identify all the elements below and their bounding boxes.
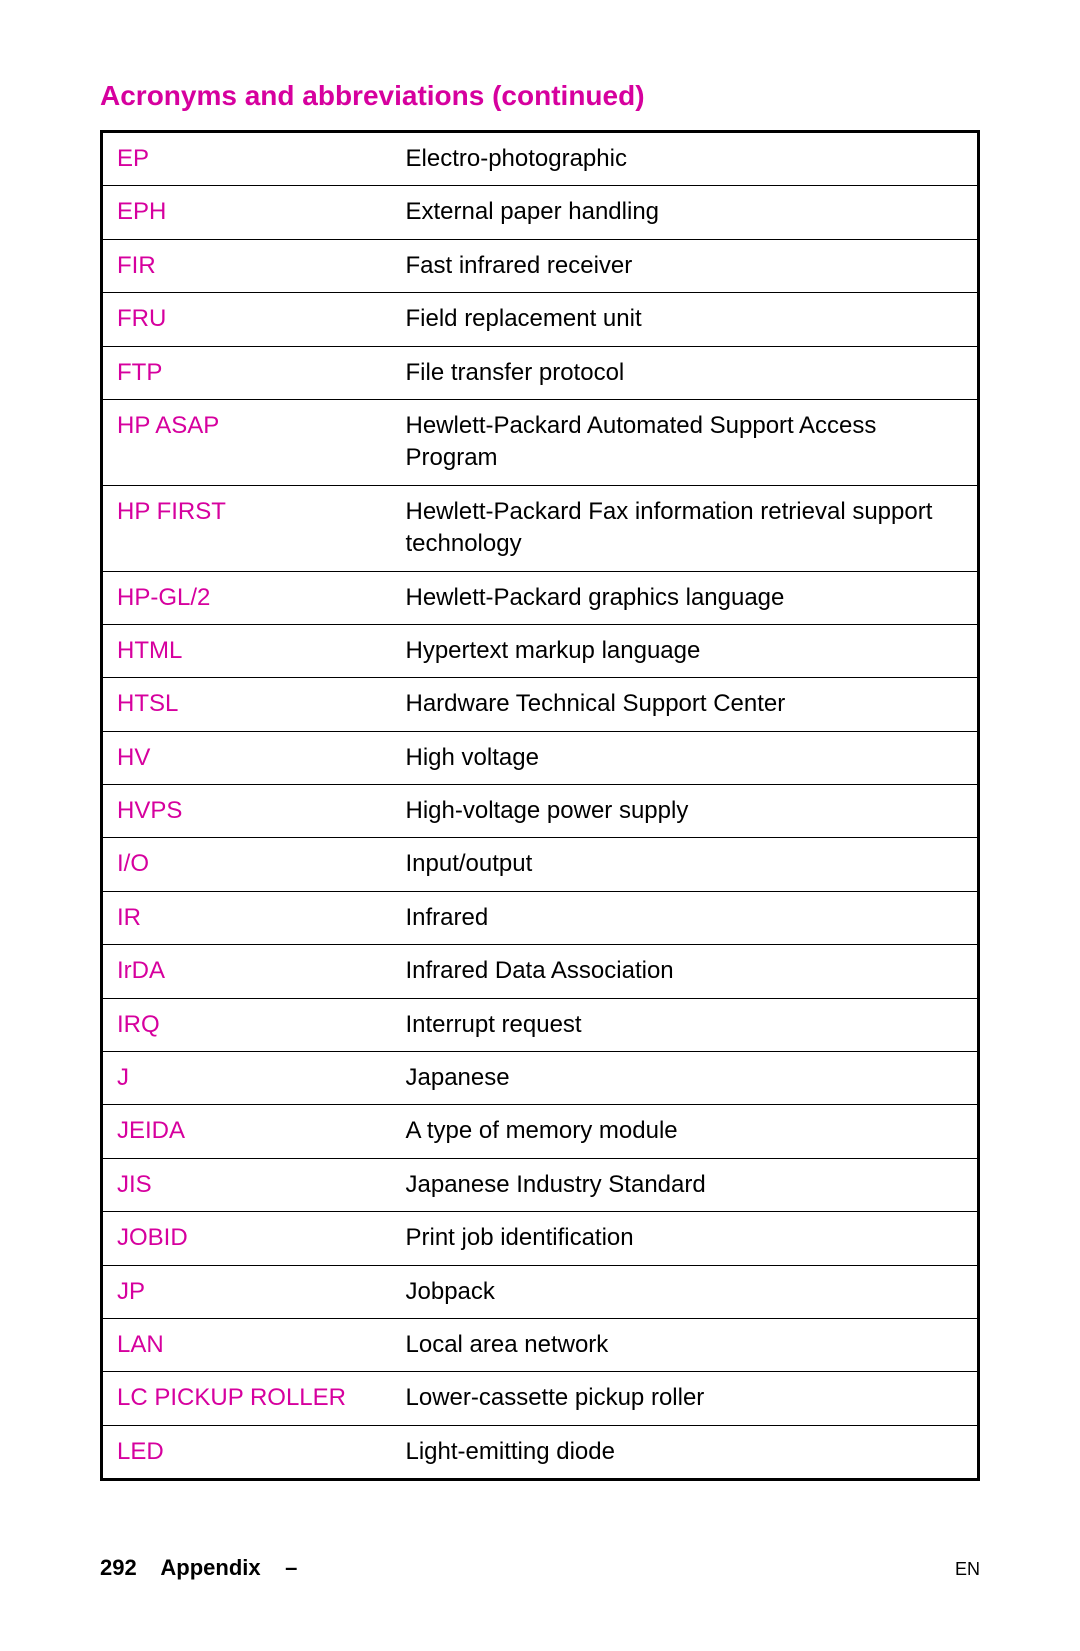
definition-cell: Japanese xyxy=(392,1052,979,1105)
definition-cell: Light-emitting diode xyxy=(392,1425,979,1479)
definition-cell: Infrared xyxy=(392,891,979,944)
acronym-cell: FTP xyxy=(102,346,392,399)
table-row: HTSLHardware Technical Support Center xyxy=(102,678,979,731)
definition-cell: Electro-photographic xyxy=(392,132,979,186)
page-number: 292 xyxy=(100,1555,137,1580)
table-row: JISJapanese Industry Standard xyxy=(102,1158,979,1211)
table-row: JPJobpack xyxy=(102,1265,979,1318)
definition-cell: Lower-cassette pickup roller xyxy=(392,1372,979,1425)
acronyms-table: EPElectro-photographicEPHExternal paper … xyxy=(100,130,980,1481)
table-row: LC PICKUP ROLLERLower-cassette pickup ro… xyxy=(102,1372,979,1425)
definition-cell: Hewlett-Packard Automated Support Access… xyxy=(392,399,979,485)
acronym-cell: FRU xyxy=(102,293,392,346)
acronym-cell: IR xyxy=(102,891,392,944)
definition-cell: Interrupt request xyxy=(392,998,979,1051)
table-row: FRUField replacement unit xyxy=(102,293,979,346)
definition-cell: Jobpack xyxy=(392,1265,979,1318)
table-row: EPHExternal paper handling xyxy=(102,186,979,239)
table-row: JEIDAA type of memory module xyxy=(102,1105,979,1158)
table-row: HP FIRSTHewlett-Packard Fax information … xyxy=(102,485,979,571)
acronym-cell: LED xyxy=(102,1425,392,1479)
footer-separator: – xyxy=(285,1555,297,1580)
table-row: FIRFast infrared receiver xyxy=(102,239,979,292)
definition-cell: Print job identification xyxy=(392,1212,979,1265)
acronym-cell: JOBID xyxy=(102,1212,392,1265)
acronym-cell: JIS xyxy=(102,1158,392,1211)
acronym-cell: IRQ xyxy=(102,998,392,1051)
table-row: JOBIDPrint job identification xyxy=(102,1212,979,1265)
definition-cell: High voltage xyxy=(392,731,979,784)
acronym-cell: HV xyxy=(102,731,392,784)
acronym-cell: HP ASAP xyxy=(102,399,392,485)
definition-cell: High-voltage power supply xyxy=(392,785,979,838)
table-row: LANLocal area network xyxy=(102,1318,979,1371)
definition-cell: Local area network xyxy=(392,1318,979,1371)
footer-left: 292 Appendix – xyxy=(100,1555,297,1581)
definition-cell: A type of memory module xyxy=(392,1105,979,1158)
acronym-cell: EP xyxy=(102,132,392,186)
table-row: FTPFile transfer protocol xyxy=(102,346,979,399)
acronym-cell: HTML xyxy=(102,624,392,677)
definition-cell: Hewlett-Packard Fax information retrieva… xyxy=(392,485,979,571)
definition-cell: Fast infrared receiver xyxy=(392,239,979,292)
language-code: EN xyxy=(955,1559,980,1580)
definition-cell: Infrared Data Association xyxy=(392,945,979,998)
table-row: I/OInput/output xyxy=(102,838,979,891)
acronym-cell: LAN xyxy=(102,1318,392,1371)
definition-cell: Hewlett-Packard graphics language xyxy=(392,571,979,624)
acronym-cell: JEIDA xyxy=(102,1105,392,1158)
acronym-cell: EPH xyxy=(102,186,392,239)
table-row: LEDLight-emitting diode xyxy=(102,1425,979,1479)
table-row: IRQInterrupt request xyxy=(102,998,979,1051)
definition-cell: External paper handling xyxy=(392,186,979,239)
acronym-cell: J xyxy=(102,1052,392,1105)
acronym-cell: HP-GL/2 xyxy=(102,571,392,624)
definition-cell: Hypertext markup language xyxy=(392,624,979,677)
section-name: Appendix xyxy=(160,1555,260,1580)
acronym-cell: HVPS xyxy=(102,785,392,838)
acronym-cell: JP xyxy=(102,1265,392,1318)
table-row: EPElectro-photographic xyxy=(102,132,979,186)
table-row: HP ASAPHewlett-Packard Automated Support… xyxy=(102,399,979,485)
table-row: HVPSHigh-voltage power supply xyxy=(102,785,979,838)
definition-cell: Japanese Industry Standard xyxy=(392,1158,979,1211)
acronym-cell: HP FIRST xyxy=(102,485,392,571)
page-title: Acronyms and abbreviations (continued) xyxy=(100,80,980,112)
definition-cell: Input/output xyxy=(392,838,979,891)
table-row: HTMLHypertext markup language xyxy=(102,624,979,677)
table-row: IrDAInfrared Data Association xyxy=(102,945,979,998)
table-row: IRInfrared xyxy=(102,891,979,944)
definition-cell: Field replacement unit xyxy=(392,293,979,346)
definition-cell: Hardware Technical Support Center xyxy=(392,678,979,731)
page-footer: 292 Appendix – EN xyxy=(100,1555,980,1581)
acronym-cell: HTSL xyxy=(102,678,392,731)
table-row: JJapanese xyxy=(102,1052,979,1105)
definition-cell: File transfer protocol xyxy=(392,346,979,399)
table-row: HVHigh voltage xyxy=(102,731,979,784)
acronym-cell: IrDA xyxy=(102,945,392,998)
acronym-cell: LC PICKUP ROLLER xyxy=(102,1372,392,1425)
acronym-cell: I/O xyxy=(102,838,392,891)
table-row: HP-GL/2Hewlett-Packard graphics language xyxy=(102,571,979,624)
acronym-cell: FIR xyxy=(102,239,392,292)
